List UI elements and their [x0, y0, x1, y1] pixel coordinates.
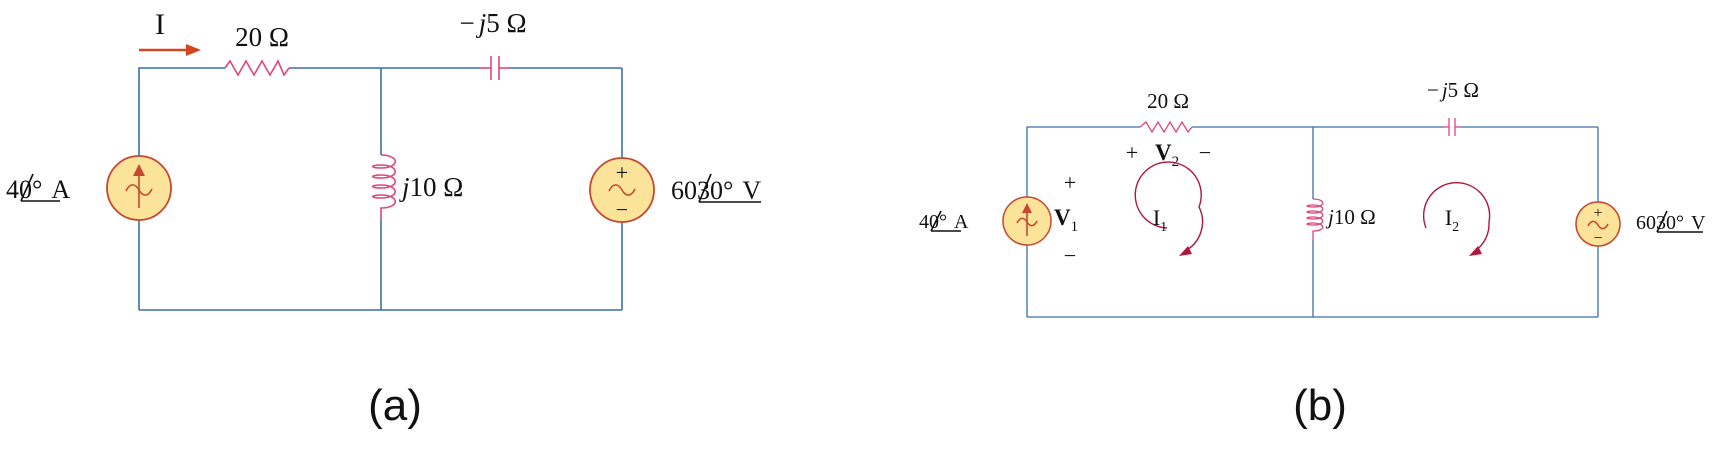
- current-source-a-label: 40° A: [6, 175, 70, 204]
- resistor-b-label: 20 Ω: [1147, 89, 1189, 113]
- loop-arrow-i1: [1134, 161, 1204, 256]
- angle-symbol: [20, 173, 60, 202]
- v2-minus: −: [1199, 140, 1211, 165]
- vsource-b-minus: −: [1593, 230, 1602, 247]
- circuit-a-wires: [138, 67, 623, 311]
- circuit-b-wires: [1026, 126, 1599, 318]
- v1-plus: +: [1064, 170, 1076, 195]
- capacitor-b: [1444, 118, 1460, 136]
- angle-symbol: [1656, 210, 1703, 233]
- voltage-source-b: [1575, 201, 1621, 247]
- current-source-a: [106, 155, 172, 221]
- vsource-a-minus: −: [616, 197, 628, 222]
- current-source-b: [1002, 196, 1052, 246]
- inductor-a: [371, 154, 397, 219]
- v2-plus: +: [1126, 140, 1138, 165]
- circuit-a: I 20 Ω − j5 Ω j10 Ω 40° A: [6, 8, 761, 430]
- angle-symbol: [698, 173, 761, 203]
- loop-i2-label: I2: [1445, 205, 1459, 235]
- inductor-b-label: j10 Ω: [1325, 205, 1376, 229]
- v2-label: V2: [1155, 140, 1179, 170]
- voltage-source-b-label: 6030° V: [1636, 212, 1706, 234]
- loop-i1-label: I1: [1153, 205, 1167, 235]
- voltage-source-a-label: 6030° V: [671, 176, 761, 205]
- capacitor-a-label: − j5 Ω: [459, 8, 526, 38]
- angle-symbol: [930, 210, 961, 232]
- caption-b: (b): [1293, 381, 1347, 430]
- capacitor-a: [480, 56, 510, 80]
- current-arrow: [139, 44, 201, 56]
- inductor-a-label: j10 Ω: [399, 172, 463, 202]
- resistor-b: [1139, 120, 1193, 134]
- resistor-a-label: 20 Ω: [235, 22, 289, 52]
- voltage-source-a: [589, 157, 655, 223]
- resistor-a: [224, 59, 290, 77]
- loop-arrow-i2: [1422, 182, 1491, 256]
- inductor-b: [1306, 198, 1324, 240]
- circuit-b: 20 Ω + V2 − − j5 Ω j10 Ω 40° A + V1: [919, 78, 1706, 430]
- caption-a: (a): [368, 381, 422, 430]
- vsource-a-plus: +: [616, 160, 628, 185]
- vsource-b-plus: +: [1593, 205, 1602, 222]
- capacitor-b-label: − j5 Ω: [1427, 78, 1479, 102]
- v1-label: V1: [1054, 205, 1078, 235]
- v1-minus: −: [1064, 243, 1076, 268]
- current-label: I: [155, 8, 165, 41]
- current-source-b-label: 40° A: [919, 211, 969, 233]
